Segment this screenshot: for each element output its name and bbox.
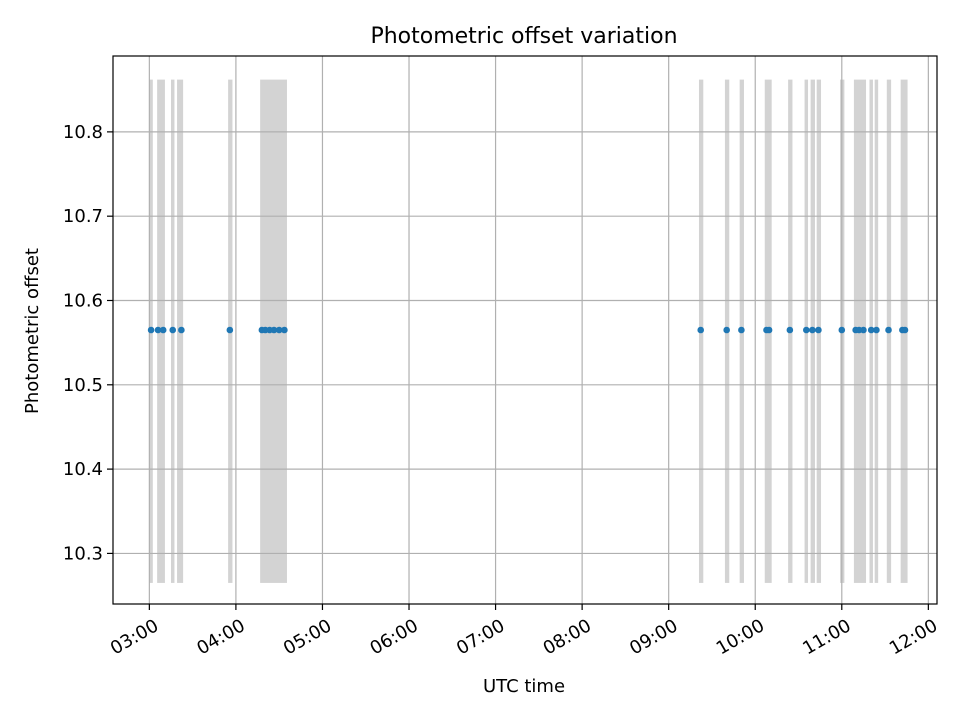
data-point-1	[154, 326, 162, 334]
data-point-25	[867, 326, 875, 334]
x-tick-label-8: 11:00	[799, 615, 854, 659]
data-points	[147, 326, 909, 334]
data-point-21	[838, 326, 846, 334]
y-tick-label-4: 10.7	[63, 206, 103, 227]
y-tick-label-0: 10.3	[63, 543, 103, 564]
x-tick-label-1: 04:00	[193, 615, 248, 659]
x-tick-label-6: 09:00	[626, 615, 681, 659]
y-tick-label-2: 10.5	[63, 375, 103, 396]
data-point-2	[159, 326, 167, 334]
x-tick-label-7: 10:00	[713, 615, 768, 659]
x-tick-label-0: 03:00	[107, 615, 162, 659]
plot-frame	[112, 55, 938, 605]
data-point-0	[147, 326, 155, 334]
x-ticks: 03:00 04:00 05:00 06:00 07:00 08:00 09:00 10:00…	[107, 604, 941, 659]
data-point-24	[860, 326, 867, 334]
data-point-5	[226, 326, 234, 334]
y-axis-label: Photometric offset	[22, 248, 43, 414]
data-point-29	[901, 326, 909, 334]
data-point-13	[723, 326, 730, 334]
data-point-19	[809, 326, 816, 334]
y-ticks: 10.3 10.4 10.5 10.6 10.7 10.8	[63, 122, 113, 564]
data-point-27	[885, 326, 892, 334]
y-tick-label-5: 10.8	[63, 122, 103, 143]
x-tick-label-9: 12:00	[886, 615, 941, 659]
y-tick-label-1: 10.4	[63, 459, 103, 480]
x-tick-label-5: 08:00	[540, 615, 595, 659]
data-point-26	[873, 326, 880, 334]
data-point-9	[270, 326, 278, 334]
data-point-3	[169, 326, 177, 334]
chart-title: Photometric offset variation	[370, 24, 677, 49]
data-point-11	[281, 326, 288, 334]
data-point-20	[815, 326, 822, 334]
x-axis-label: UTC time	[483, 676, 565, 697]
data-point-16	[765, 326, 773, 334]
x-tick-label-4: 07:00	[453, 615, 508, 659]
x-tick-label-3: 06:00	[366, 615, 421, 659]
y-tick-label-3: 10.6	[63, 290, 103, 311]
data-point-4	[178, 326, 185, 334]
data-point-10	[275, 326, 283, 334]
data-point-12	[697, 326, 705, 334]
data-point-17	[786, 326, 794, 334]
x-tick-label-2: 05:00	[280, 615, 335, 659]
data-point-18	[803, 326, 810, 334]
data-point-14	[738, 326, 745, 334]
